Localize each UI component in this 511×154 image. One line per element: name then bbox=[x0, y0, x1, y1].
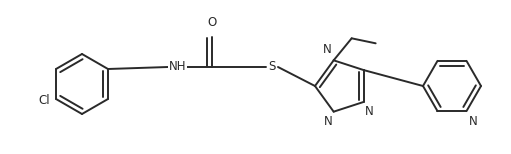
Text: N: N bbox=[365, 105, 374, 118]
Text: N: N bbox=[323, 43, 332, 56]
Text: Cl: Cl bbox=[38, 93, 50, 107]
Text: N: N bbox=[324, 115, 333, 128]
Text: O: O bbox=[207, 16, 217, 29]
Text: N: N bbox=[469, 115, 477, 128]
Text: S: S bbox=[268, 61, 276, 73]
Text: NH: NH bbox=[169, 61, 186, 73]
